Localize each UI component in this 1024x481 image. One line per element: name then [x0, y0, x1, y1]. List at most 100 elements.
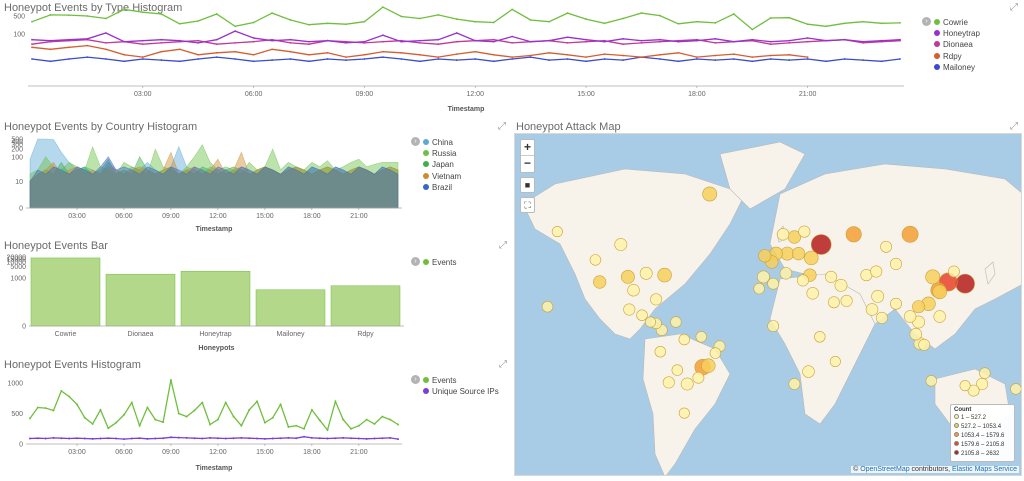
bar-honeytrap[interactable]	[180, 270, 251, 327]
data-point[interactable]	[177, 436, 180, 439]
area-russia[interactable]	[29, 144, 399, 209]
attack-point[interactable]	[865, 303, 879, 316]
data-point-honeytrap[interactable]	[160, 38, 163, 41]
data-point[interactable]	[326, 428, 329, 431]
data-point-rdpy[interactable]	[492, 53, 495, 56]
data-point[interactable]	[29, 437, 31, 440]
data-point-rdpy[interactable]	[104, 48, 107, 51]
data-point-honeytrap[interactable]	[511, 35, 514, 38]
attack-point[interactable]	[678, 333, 691, 346]
attack-point[interactable]	[702, 186, 718, 202]
data-point-rdpy[interactable]	[308, 53, 310, 56]
zoom-in-button[interactable]: +	[521, 140, 534, 156]
data-point[interactable]	[122, 413, 125, 416]
attack-point[interactable]	[933, 310, 946, 323]
data-point-mailoney[interactable]	[68, 58, 70, 60]
data-point-mailoney[interactable]	[308, 60, 310, 63]
legend-toggle-icon[interactable]: ›	[411, 257, 420, 266]
data-point-honeytrap[interactable]	[899, 38, 901, 41]
attack-point[interactable]	[639, 266, 653, 280]
data-point-rdpy[interactable]	[511, 56, 514, 59]
data-point-rdpy[interactable]	[31, 46, 33, 49]
data-point-rdpy[interactable]	[234, 50, 237, 53]
data-point-dionaea[interactable]	[234, 41, 237, 44]
data-point-mailoney[interactable]	[234, 58, 237, 60]
data-point[interactable]	[350, 437, 353, 440]
data-point-dionaea[interactable]	[215, 43, 218, 46]
data-point[interactable]	[177, 412, 180, 415]
area-brazil[interactable]	[29, 156, 399, 209]
data-point-dionaea[interactable]	[659, 40, 661, 43]
data-point[interactable]	[154, 418, 157, 421]
attack-point[interactable]	[589, 254, 602, 266]
data-point-honeytrap[interactable]	[308, 40, 310, 43]
data-point-honeytrap[interactable]	[640, 39, 643, 42]
series-line-dionaea[interactable]	[31, 39, 901, 45]
data-point[interactable]	[342, 418, 345, 421]
data-point-mailoney[interactable]	[806, 58, 809, 60]
data-point-mailoney[interactable]	[732, 58, 735, 60]
attack-point[interactable]	[792, 246, 806, 261]
data-point-mailoney[interactable]	[160, 59, 163, 61]
attack-point[interactable]	[623, 303, 636, 316]
data-point-rdpy[interactable]	[732, 53, 735, 55]
attack-point[interactable]	[909, 328, 922, 341]
data-point-dionaea[interactable]	[640, 41, 643, 44]
data-point-cowrie[interactable]	[197, 20, 200, 22]
data-point-dionaea[interactable]	[308, 43, 310, 46]
data-point[interactable]	[36, 437, 39, 440]
data-point[interactable]	[318, 437, 321, 440]
data-point-cowrie[interactable]	[659, 14, 661, 17]
data-point[interactable]	[389, 418, 392, 421]
data-point[interactable]	[99, 437, 102, 440]
data-point-rdpy[interactable]	[68, 46, 70, 49]
data-point-dionaea[interactable]	[622, 43, 624, 46]
attack-point[interactable]	[636, 309, 648, 321]
data-point-mailoney[interactable]	[880, 60, 883, 63]
attack-point[interactable]	[925, 269, 941, 285]
data-point-cowrie[interactable]	[788, 16, 791, 19]
data-point-rdpy[interactable]	[381, 50, 384, 53]
data-point-cowrie[interactable]	[400, 15, 403, 18]
ems-link[interactable]: Elastic Maps Service	[952, 466, 1017, 473]
legend-item-vietnam[interactable]: Vietnam	[423, 171, 461, 182]
data-point-rdpy[interactable]	[271, 48, 273, 51]
data-point-cowrie[interactable]	[585, 18, 587, 20]
attack-point[interactable]	[880, 240, 892, 253]
data-point-rdpy[interactable]	[363, 53, 366, 56]
attack-point[interactable]	[903, 310, 917, 323]
data-point-cowrie[interactable]	[326, 22, 329, 25]
data-point[interactable]	[365, 418, 368, 421]
data-point-cowrie[interactable]	[825, 25, 828, 28]
data-point[interactable]	[232, 415, 235, 418]
attack-point[interactable]	[845, 226, 862, 243]
attack-point[interactable]	[692, 371, 705, 384]
data-point-rdpy[interactable]	[418, 53, 421, 56]
data-point[interactable]	[130, 437, 133, 440]
attack-point[interactable]	[901, 225, 919, 243]
data-point-dionaea[interactable]	[31, 43, 33, 46]
data-point-cowrie[interactable]	[49, 14, 52, 16]
data-point[interactable]	[357, 437, 360, 440]
data-point[interactable]	[138, 424, 141, 427]
series-line-events[interactable]	[29, 379, 399, 432]
data-point[interactable]	[60, 437, 63, 440]
data-point-honeytrap[interactable]	[345, 41, 347, 44]
bar-cowrie[interactable]	[30, 257, 101, 327]
data-point[interactable]	[169, 379, 172, 382]
data-point[interactable]	[381, 437, 384, 440]
data-point-cowrie[interactable]	[751, 28, 754, 31]
attack-point[interactable]	[827, 296, 840, 309]
bar-mailoney[interactable]	[255, 289, 326, 327]
attack-point[interactable]	[756, 270, 770, 284]
data-point-cowrie[interactable]	[86, 15, 89, 17]
data-point-honeytrap[interactable]	[363, 40, 366, 43]
data-point-honeytrap[interactable]	[732, 40, 735, 43]
data-point-mailoney[interactable]	[178, 60, 181, 63]
data-point-dionaea[interactable]	[437, 43, 440, 46]
osm-link[interactable]: OpenStreetMap	[860, 466, 910, 473]
data-point[interactable]	[29, 417, 31, 420]
data-point-rdpy[interactable]	[289, 50, 292, 53]
data-point-cowrie[interactable]	[492, 21, 495, 24]
series-line-unique-source-ips[interactable]	[29, 436, 399, 440]
